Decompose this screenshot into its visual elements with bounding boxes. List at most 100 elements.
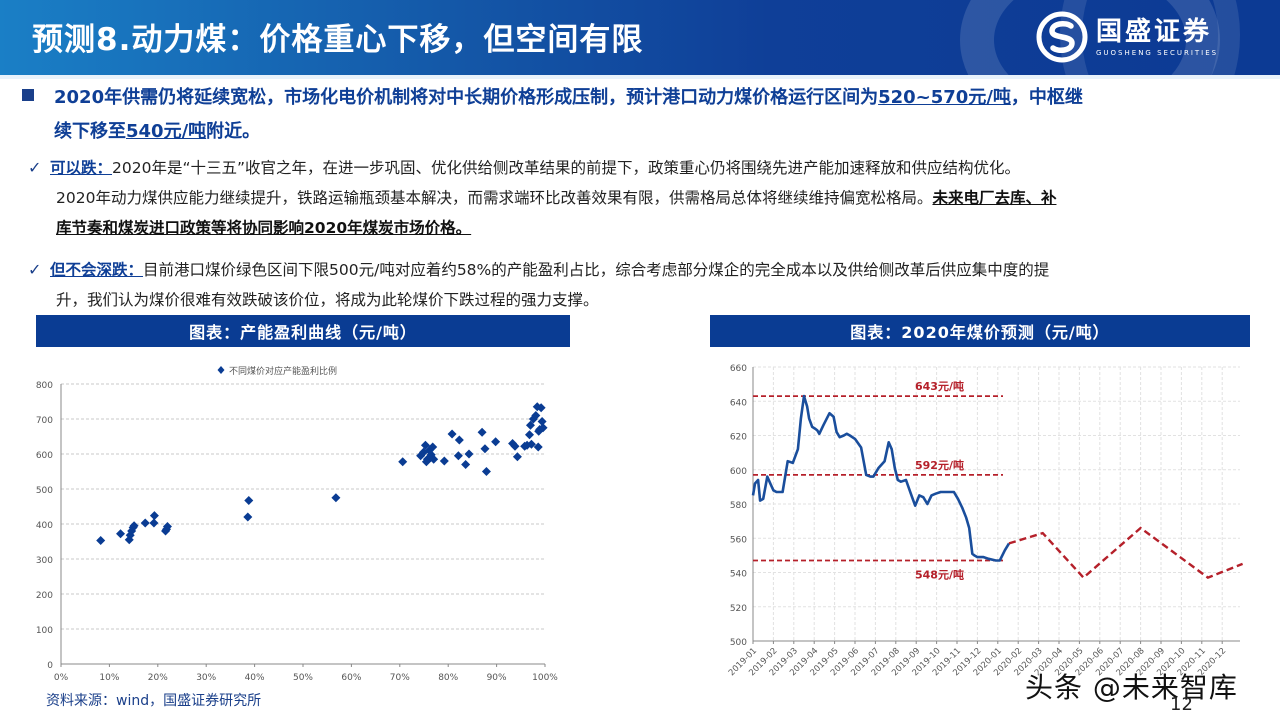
data-point	[481, 467, 491, 476]
data-point	[420, 440, 430, 450]
data-point	[531, 411, 541, 420]
data-point	[429, 454, 439, 464]
x-tick-label: 100%	[532, 673, 558, 683]
y-tick-label: 520	[730, 604, 747, 614]
logo-text-cn: 国盛证券	[1096, 17, 1213, 47]
data-point	[510, 441, 520, 451]
y-tick-label: 700	[36, 416, 53, 426]
data-point	[129, 521, 139, 531]
data-point	[491, 437, 501, 447]
data-point	[525, 430, 535, 440]
data-point	[149, 518, 159, 528]
profit-curve-scatter-chart: 0 100 200 300 400 500 600 700 800 0% 10% 20% 30% 40% 5…	[36, 365, 558, 683]
point-no-deep-fall: ✓ 但不会深跌：目前港口煤价绿色区间下限500元/吨对应着约58%的产能盈利占比，…	[28, 255, 1049, 315]
y-tick-label: 500	[36, 486, 53, 496]
x-tick-label: 20%	[148, 673, 168, 683]
header-divider	[0, 75, 1280, 79]
scatter-plot-area: 0 100 200 300 400 500 600 700 800 0% 10% 20% 30% 40% 5…	[36, 381, 558, 683]
price-range: 520~570元/吨	[878, 87, 1011, 108]
data-point	[244, 496, 254, 506]
main-bullet-line-2: 续下移至540元/吨附近。	[54, 121, 261, 142]
data-point	[461, 460, 471, 469]
y-tick-label: 540	[730, 570, 747, 580]
data-point	[447, 429, 457, 439]
data-point	[398, 457, 408, 467]
diamond-marker-icon	[217, 366, 225, 374]
svg-text:不同煤价对应产能盈利比例: 不同煤价对应产能盈利比例	[229, 365, 337, 377]
point-label: 可以跌：	[50, 159, 113, 177]
x-tick-label: 70%	[390, 673, 410, 683]
price-center: 540元/吨	[126, 121, 207, 142]
x-tick-label: 40%	[245, 673, 265, 683]
coal-price-forecast-chart: 5005205405605806006206406602019-012019-0…	[727, 364, 1244, 678]
slide-title: 预测8.动力煤：价格重心下移，但空间有限	[32, 22, 644, 58]
y-tick-label: 0	[47, 661, 53, 671]
x-tick-label: 50%	[293, 673, 313, 683]
x-tick-label: 0%	[54, 673, 69, 683]
x-tick-label: 10%	[99, 673, 119, 683]
data-source: 资料来源：wind，国盛证券研究所	[46, 693, 262, 709]
chart-legend: 不同煤价对应产能盈利比例	[217, 365, 337, 377]
data-point	[426, 450, 436, 460]
actual-price-line	[751, 394, 1011, 562]
data-point	[464, 449, 474, 459]
data-point	[428, 442, 438, 452]
data-point	[537, 416, 547, 426]
y-tick-label: 560	[730, 535, 747, 545]
reference-label: 643元/吨	[915, 379, 964, 393]
data-point	[477, 427, 487, 437]
data-point	[149, 511, 159, 521]
reference-label: 548元/吨	[915, 568, 964, 582]
forecast-price-line	[1008, 526, 1244, 580]
data-point	[453, 451, 463, 461]
data-point	[162, 521, 172, 531]
main-bullet: 2020年供需仍将延续宽松，市场化电价机制将对中长期价格形成压制，预计港口动力煤…	[22, 81, 1262, 149]
data-point	[140, 518, 150, 528]
data-point	[454, 435, 464, 445]
y-tick-label: 600	[36, 451, 53, 461]
y-tick-label: 660	[730, 364, 747, 374]
x-tick-label: 80%	[438, 673, 458, 683]
data-point	[439, 456, 449, 466]
data-point	[538, 423, 548, 433]
y-tick-label: 200	[36, 591, 53, 601]
data-point	[512, 452, 522, 462]
data-point	[96, 535, 106, 545]
main-bullet-line-1: 2020年供需仍将延续宽松，市场化电价机制将对中长期价格形成压制，预计港口动力煤…	[22, 81, 1262, 115]
data-point	[331, 493, 341, 503]
chart-left-title: 图表：产能盈利曲线（元/吨）	[36, 315, 570, 347]
page-number: 12	[1170, 694, 1193, 715]
y-tick-label: 580	[730, 501, 747, 511]
data-point	[526, 439, 536, 449]
data-point	[243, 512, 253, 522]
x-tick-label: 90%	[487, 673, 507, 683]
data-point	[536, 403, 546, 413]
checkmark-icon: ✓	[28, 158, 42, 177]
point-can-fall: ✓ 可以跌：2020年是“十三五”收官之年，在进一步巩固、优化供给侧改革结果的前提…	[28, 153, 1056, 243]
y-tick-label: 500	[730, 638, 747, 648]
y-tick-label: 640	[730, 398, 747, 408]
data-point	[525, 420, 535, 430]
logo-text-en: GUOSHENG SECURITIES	[1096, 49, 1219, 57]
y-tick-label: 800	[36, 381, 53, 391]
line-plot-area: 5005205405605806006206406602019-012019-0…	[727, 364, 1244, 678]
data-point	[480, 444, 490, 454]
reference-label: 592元/吨	[915, 458, 964, 472]
company-logo: 国盛证券 GUOSHENG SECURITIES	[1036, 10, 1218, 64]
chart-right-title: 图表：2020年煤价预测（元/吨）	[710, 315, 1250, 347]
data-point	[116, 529, 126, 539]
x-tick-label: 60%	[341, 673, 361, 683]
checkmark-icon: ✓	[28, 260, 42, 279]
y-tick-label: 600	[730, 467, 747, 477]
square-bullet-icon	[22, 89, 34, 101]
x-tick-label: 30%	[196, 673, 216, 683]
guosheng-logo-icon	[1036, 11, 1088, 63]
y-tick-label: 620	[730, 433, 747, 443]
y-tick-label: 300	[36, 556, 53, 566]
y-tick-label: 400	[36, 521, 53, 531]
y-tick-label: 100	[36, 626, 53, 636]
watermark: 头条 @未来智库	[1025, 671, 1238, 704]
data-point	[533, 442, 543, 452]
point-label: 但不会深跌：	[50, 261, 144, 279]
slide-header: 预测8.动力煤：价格重心下移，但空间有限 国盛证券 GUOSHENG SECUR…	[0, 0, 1280, 75]
